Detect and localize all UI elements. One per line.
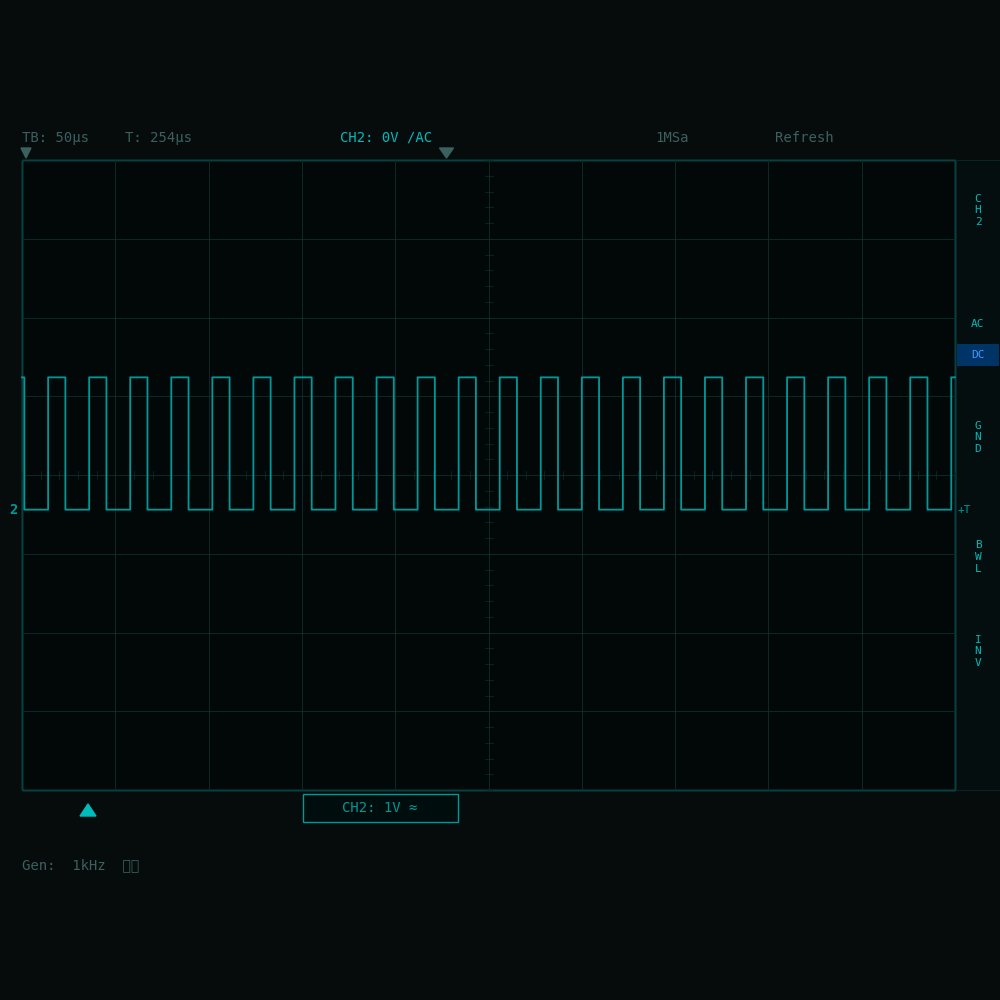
Text: CH2: 1V ≈: CH2: 1V ≈ bbox=[342, 801, 418, 815]
Text: 1MSa: 1MSa bbox=[655, 131, 688, 145]
Text: +T: +T bbox=[958, 505, 972, 515]
Polygon shape bbox=[440, 148, 454, 158]
Text: TB: 50μs: TB: 50μs bbox=[22, 131, 89, 145]
Polygon shape bbox=[80, 804, 96, 816]
Text: 2: 2 bbox=[10, 503, 18, 517]
Text: Gen:  1kHz  ∿∿: Gen: 1kHz ∿∿ bbox=[22, 858, 139, 872]
Bar bbox=[956, 160, 1000, 790]
Text: I
N
V: I N V bbox=[975, 635, 981, 668]
Text: B
W
L: B W L bbox=[975, 540, 981, 574]
Text: Refresh: Refresh bbox=[775, 131, 834, 145]
Text: G
N
D: G N D bbox=[975, 421, 981, 454]
Text: C
H
2: C H 2 bbox=[975, 194, 981, 227]
Text: CH2: 0V ∕AC: CH2: 0V ∕AC bbox=[340, 131, 432, 145]
Polygon shape bbox=[21, 148, 31, 158]
Bar bbox=[957, 344, 999, 366]
Text: AC: AC bbox=[971, 319, 985, 329]
Bar bbox=[22, 160, 955, 790]
Bar bbox=[302, 794, 458, 822]
Text: DC: DC bbox=[971, 350, 985, 360]
Text: T: 254μs: T: 254μs bbox=[125, 131, 192, 145]
